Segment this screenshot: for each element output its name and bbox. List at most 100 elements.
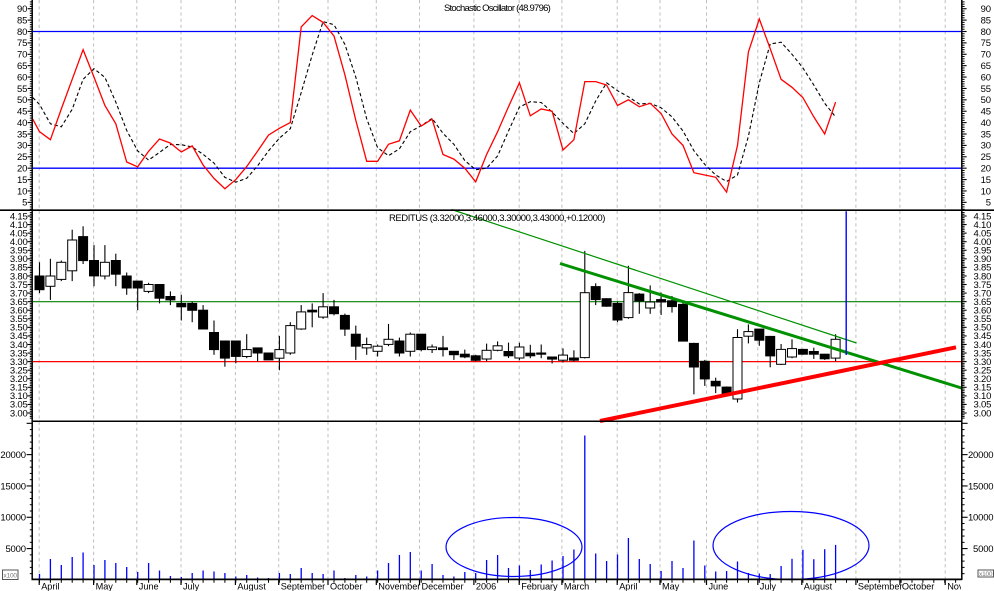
svg-text:50: 50 (17, 95, 27, 106)
svg-text:3.20: 3.20 (973, 374, 991, 385)
svg-text:3.00: 3.00 (10, 408, 28, 419)
svg-text:5000: 5000 (973, 544, 993, 555)
svg-text:REDITUS (3.32000,3.46000,3.300: REDITUS (3.32000,3.46000,3.30000,3.43000… (389, 213, 605, 224)
svg-text:3.30: 3.30 (10, 357, 28, 368)
svg-text:3.45: 3.45 (10, 331, 28, 342)
svg-text:35: 35 (17, 129, 27, 140)
svg-text:April: April (41, 581, 59, 591)
svg-text:3.80: 3.80 (973, 271, 991, 282)
svg-text:July: July (760, 581, 777, 591)
svg-text:3.05: 3.05 (10, 400, 28, 411)
svg-text:4.15: 4.15 (10, 211, 28, 222)
svg-text:November: November (947, 581, 989, 591)
svg-text:4.00: 4.00 (10, 237, 28, 248)
svg-text:3.85: 3.85 (10, 263, 28, 274)
svg-text:October: October (902, 581, 934, 591)
svg-text:February: February (521, 581, 558, 591)
svg-text:80: 80 (981, 27, 991, 38)
svg-text:3.00: 3.00 (973, 408, 991, 419)
svg-text:5: 5 (22, 198, 27, 209)
svg-text:3.85: 3.85 (973, 263, 991, 274)
svg-text:4.15: 4.15 (973, 211, 991, 222)
svg-text:15000: 15000 (0, 481, 25, 492)
svg-text:August: August (237, 581, 266, 591)
svg-text:3.25: 3.25 (10, 366, 28, 377)
svg-text:35: 35 (981, 129, 991, 140)
svg-text:3.75: 3.75 (10, 280, 28, 291)
svg-text:20000: 20000 (968, 450, 993, 461)
svg-text:90: 90 (17, 4, 27, 15)
svg-text:March: March (564, 581, 589, 591)
svg-text:55: 55 (17, 84, 27, 95)
svg-text:3.25: 3.25 (973, 366, 991, 377)
svg-text:50: 50 (981, 95, 991, 106)
svg-text:85: 85 (981, 15, 991, 26)
svg-text:3.70: 3.70 (10, 288, 28, 299)
svg-text:15: 15 (17, 175, 27, 186)
svg-text:25: 25 (981, 152, 991, 163)
svg-text:60: 60 (981, 72, 991, 83)
svg-text:4.10: 4.10 (973, 220, 991, 231)
svg-text:3.55: 3.55 (973, 314, 991, 325)
svg-text:75: 75 (17, 38, 27, 49)
svg-text:5000: 5000 (5, 544, 25, 555)
svg-text:40: 40 (17, 118, 27, 129)
svg-text:November: November (378, 581, 420, 591)
svg-text:May: May (662, 581, 680, 591)
svg-text:30: 30 (17, 141, 27, 152)
svg-text:3.15: 3.15 (10, 383, 28, 394)
svg-text:5: 5 (986, 198, 991, 209)
svg-text:15: 15 (981, 175, 991, 186)
svg-text:3.90: 3.90 (973, 254, 991, 265)
svg-text:4.10: 4.10 (10, 220, 28, 231)
svg-text:3.95: 3.95 (10, 246, 28, 257)
svg-text:3.90: 3.90 (10, 254, 28, 265)
svg-text:3.60: 3.60 (10, 306, 28, 317)
svg-text:3.80: 3.80 (10, 271, 28, 282)
svg-text:3.15: 3.15 (973, 383, 991, 394)
svg-text:30: 30 (981, 141, 991, 152)
svg-text:3.10: 3.10 (10, 391, 28, 402)
svg-text:3.20: 3.20 (10, 374, 28, 385)
svg-text:25: 25 (17, 152, 27, 163)
svg-text:45: 45 (17, 107, 27, 118)
svg-text:20: 20 (981, 164, 991, 175)
svg-text:85: 85 (17, 15, 27, 26)
svg-text:x100: x100 (979, 571, 993, 578)
svg-text:3.65: 3.65 (10, 297, 28, 308)
svg-text:3.45: 3.45 (973, 331, 991, 342)
svg-text:3.40: 3.40 (10, 340, 28, 351)
svg-text:x100: x100 (4, 573, 18, 580)
svg-text:December: December (422, 581, 464, 591)
svg-text:September: September (281, 581, 326, 591)
svg-text:4.05: 4.05 (973, 228, 991, 239)
svg-text:80: 80 (17, 27, 27, 38)
svg-text:75: 75 (981, 38, 991, 49)
svg-text:3.55: 3.55 (10, 314, 28, 325)
svg-text:September: September (858, 581, 903, 591)
svg-text:3.60: 3.60 (973, 306, 991, 317)
svg-text:June: June (709, 581, 729, 591)
svg-text:45: 45 (981, 107, 991, 118)
svg-text:3.95: 3.95 (973, 246, 991, 257)
svg-text:3.40: 3.40 (973, 340, 991, 351)
svg-text:3.35: 3.35 (973, 348, 991, 359)
svg-text:3.10: 3.10 (973, 391, 991, 402)
svg-text:10000: 10000 (968, 513, 993, 524)
svg-text:90: 90 (981, 4, 991, 15)
svg-text:65: 65 (17, 61, 27, 72)
svg-text:June: June (139, 581, 159, 591)
svg-text:Stochastic Oscillator (48.9796: Stochastic Oscillator (48.9796) (444, 3, 551, 14)
svg-text:3.05: 3.05 (973, 400, 991, 411)
svg-text:August: August (804, 581, 833, 591)
svg-text:10000: 10000 (0, 513, 25, 524)
svg-text:3.75: 3.75 (973, 280, 991, 291)
svg-text:October: October (330, 581, 362, 591)
svg-text:3.30: 3.30 (973, 357, 991, 368)
svg-text:3.50: 3.50 (10, 323, 28, 334)
svg-text:70: 70 (981, 50, 991, 61)
svg-text:10: 10 (981, 186, 991, 197)
svg-text:3.35: 3.35 (10, 348, 28, 359)
svg-text:70: 70 (17, 50, 27, 61)
svg-text:10: 10 (17, 186, 27, 197)
